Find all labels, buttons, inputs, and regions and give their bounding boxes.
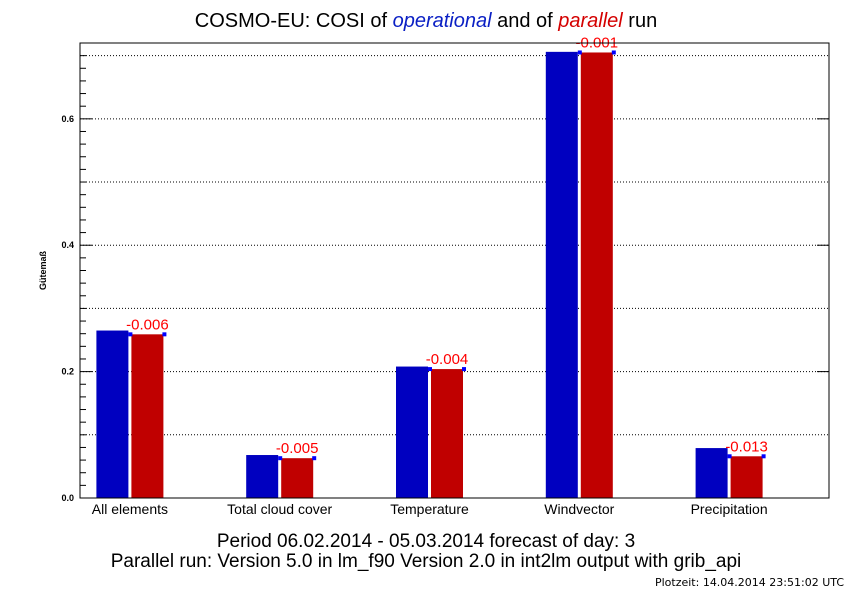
difference-label: -0.004: [426, 351, 469, 368]
marker-left: [428, 367, 432, 372]
category-label: Windvector: [544, 501, 614, 517]
bar-operational: [396, 366, 428, 498]
category-label: All elements: [92, 501, 168, 517]
bar-parallel: [431, 369, 463, 498]
bar-operational: [246, 455, 279, 498]
bar-operational: [96, 330, 129, 498]
y-tick-label: 0.0: [61, 493, 74, 503]
y-tick-label: 0.2: [61, 367, 74, 377]
bar-parallel: [730, 456, 763, 498]
period-caption: Period 06.02.2014 - 05.03.2014 forecast …: [216, 531, 636, 552]
bar-parallel: [580, 52, 613, 499]
category-label: Total cloud cover: [227, 501, 332, 517]
plot-timestamp: Plotzeit: 14.04.2014 23:51:02 UTC: [654, 576, 844, 589]
difference-label: -0.006: [126, 316, 169, 333]
marker-left: [577, 50, 582, 55]
title-operational: operational: [392, 10, 492, 32]
bar-parallel: [281, 458, 314, 498]
bar-operational: [545, 51, 578, 498]
category-label: Temperature: [390, 501, 469, 517]
y-tick-label: 0.6: [61, 114, 74, 124]
title-middle: and of: [491, 10, 559, 32]
chart-title: COSMO-EU: COSI of operational and of par…: [0, 10, 852, 33]
marker-right: [761, 454, 766, 459]
marker-right: [611, 50, 616, 55]
marker-left: [278, 456, 283, 461]
plot-frame: [79, 42, 830, 499]
bar-operational: [695, 448, 728, 498]
parallel-run-caption: Parallel run: Version 5.0 in lm_f90 Vers…: [110, 551, 742, 572]
difference-label: -0.013: [725, 438, 768, 455]
category-label: Precipitation: [691, 501, 768, 517]
marker-right: [312, 456, 317, 461]
title-suffix: run: [622, 10, 658, 32]
marker-left: [727, 454, 732, 459]
bar-parallel: [131, 334, 164, 498]
marker-right: [162, 332, 167, 337]
title-prefix: COSMO-EU: COSI of: [194, 10, 393, 32]
title-parallel: parallel: [558, 10, 623, 32]
marker-right: [462, 367, 466, 372]
difference-label: -0.005: [276, 440, 319, 457]
marker-left: [128, 332, 133, 337]
y-tick-label: 0.4: [61, 240, 74, 250]
y-axis-label: Gütemaß: [38, 250, 48, 290]
